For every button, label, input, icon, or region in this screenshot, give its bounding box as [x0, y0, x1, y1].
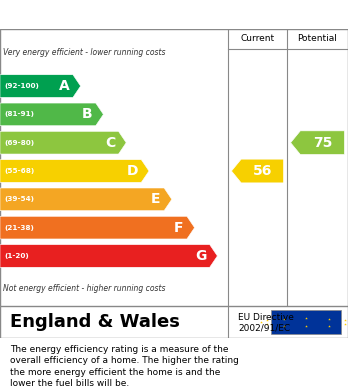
Text: 56: 56 — [253, 164, 272, 178]
Text: (39-54): (39-54) — [4, 196, 34, 202]
Text: The energy efficiency rating is a measure of the: The energy efficiency rating is a measur… — [10, 344, 229, 353]
Text: Potential: Potential — [298, 34, 338, 43]
Text: lower the fuel bills will be.: lower the fuel bills will be. — [10, 379, 130, 388]
Text: 2002/91/EC: 2002/91/EC — [238, 323, 291, 332]
Text: England & Wales: England & Wales — [10, 313, 180, 331]
Text: 75: 75 — [313, 136, 332, 150]
Polygon shape — [0, 188, 172, 211]
Text: (1-20): (1-20) — [4, 253, 29, 259]
Text: C: C — [105, 136, 115, 150]
Text: Very energy efficient - lower running costs: Very energy efficient - lower running co… — [3, 48, 166, 57]
Text: (69-80): (69-80) — [4, 140, 34, 146]
Text: B: B — [82, 108, 92, 121]
Text: F: F — [174, 221, 183, 235]
Polygon shape — [291, 131, 345, 154]
Text: Not energy efficient - higher running costs: Not energy efficient - higher running co… — [3, 283, 166, 292]
Text: G: G — [195, 249, 206, 263]
Bar — [271, 310, 341, 334]
Text: Energy Efficiency Rating: Energy Efficiency Rating — [10, 5, 239, 23]
Polygon shape — [0, 245, 218, 267]
Polygon shape — [0, 160, 149, 182]
Text: (55-68): (55-68) — [4, 168, 34, 174]
Text: Current: Current — [240, 34, 275, 43]
Text: E: E — [151, 192, 161, 206]
Text: (21-38): (21-38) — [4, 225, 34, 231]
Text: the more energy efficient the home is and the: the more energy efficient the home is an… — [10, 368, 221, 377]
Polygon shape — [231, 159, 284, 183]
Polygon shape — [0, 75, 81, 97]
Polygon shape — [0, 103, 103, 126]
Text: (81-91): (81-91) — [4, 111, 34, 117]
Text: A: A — [59, 79, 70, 93]
Polygon shape — [0, 131, 126, 154]
Text: EU Directive: EU Directive — [238, 313, 294, 322]
Polygon shape — [0, 216, 195, 239]
Text: D: D — [126, 164, 138, 178]
Text: (92-100): (92-100) — [4, 83, 39, 89]
Text: overall efficiency of a home. The higher the rating: overall efficiency of a home. The higher… — [10, 356, 239, 365]
